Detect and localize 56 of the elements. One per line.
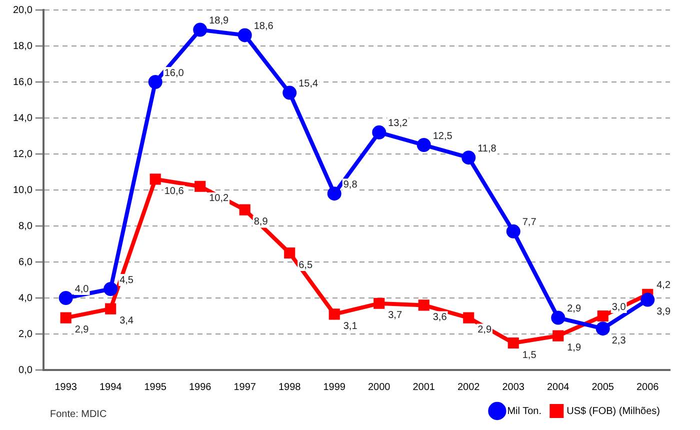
data-label: 6,5 (298, 260, 313, 271)
x-tick-label: 2005 (592, 382, 614, 393)
x-tick-label: 1998 (278, 382, 302, 393)
y-tick-label: 6,0 (18, 256, 33, 268)
x-tick-label: 1995 (144, 382, 167, 393)
y-tick-label: 14,0 (12, 112, 33, 124)
data-label: 13,2 (388, 118, 408, 130)
data-label: 3,7 (388, 310, 402, 322)
data-label: 15,4 (298, 78, 319, 90)
data-label: 9,8 (343, 179, 358, 190)
data-label: 2,9 (74, 324, 90, 336)
x-tick-label: 1993 (54, 382, 78, 393)
y-tick-label: 16,0 (12, 76, 33, 88)
y-tick-label: 8,0 (18, 220, 33, 232)
legend-label: US$ (FOB) (Milhões) (566, 406, 660, 417)
data-label: 4,2 (656, 280, 671, 292)
y-tick-label: 2,0 (18, 328, 33, 340)
data-label: 3,6 (432, 312, 448, 323)
data-label: 12,5 (432, 130, 453, 142)
x-tick-label: 1994 (99, 382, 122, 393)
data-label: 3,4 (120, 316, 134, 327)
y-tick-label: 4,0 (18, 292, 33, 304)
data-label: 3,0 (612, 302, 626, 313)
y-tick-label: 12,0 (12, 148, 33, 160)
y-tick-label: 10,0 (12, 184, 33, 196)
data-label: 1,9 (567, 342, 582, 354)
data-label: 7,7 (522, 217, 537, 228)
x-tick-label: 2000 (368, 382, 391, 393)
x-tick-label: 2006 (636, 382, 660, 393)
data-label: 8,9 (254, 216, 268, 228)
data-label: 3,1 (343, 320, 358, 332)
x-tick-label: 1996 (188, 382, 212, 393)
y-tick-label: 0,0 (18, 364, 33, 376)
data-label: 11,8 (478, 143, 497, 154)
data-label: 2,3 (612, 335, 626, 346)
data-label: 10,2 (209, 193, 229, 204)
source-note: Fonte: MDIC (50, 409, 107, 420)
data-label: 18,6 (254, 20, 274, 32)
x-tick-label: 2003 (502, 382, 525, 393)
data-label: 4,0 (74, 284, 90, 295)
data-label: 3,9 (656, 306, 671, 318)
x-tick-label: 2002 (457, 382, 480, 393)
data-label: 18,9 (209, 16, 229, 27)
data-label: 2,9 (567, 304, 582, 315)
data-label: 10,6 (164, 186, 184, 197)
y-tick-label: 18,0 (12, 40, 33, 52)
x-tick-label: 1999 (323, 382, 346, 393)
data-label: 1,5 (522, 350, 537, 361)
legend-label: Mil Ton. (507, 406, 542, 417)
data-label: 16,0 (164, 68, 184, 79)
x-tick-label: 2001 (412, 382, 436, 393)
data-label: 2,9 (478, 324, 492, 336)
data-label: 4,5 (120, 274, 134, 286)
x-tick-label: 1997 (234, 382, 256, 393)
y-tick-label: 20,0 (12, 4, 33, 16)
x-tick-label: 2004 (546, 382, 570, 393)
